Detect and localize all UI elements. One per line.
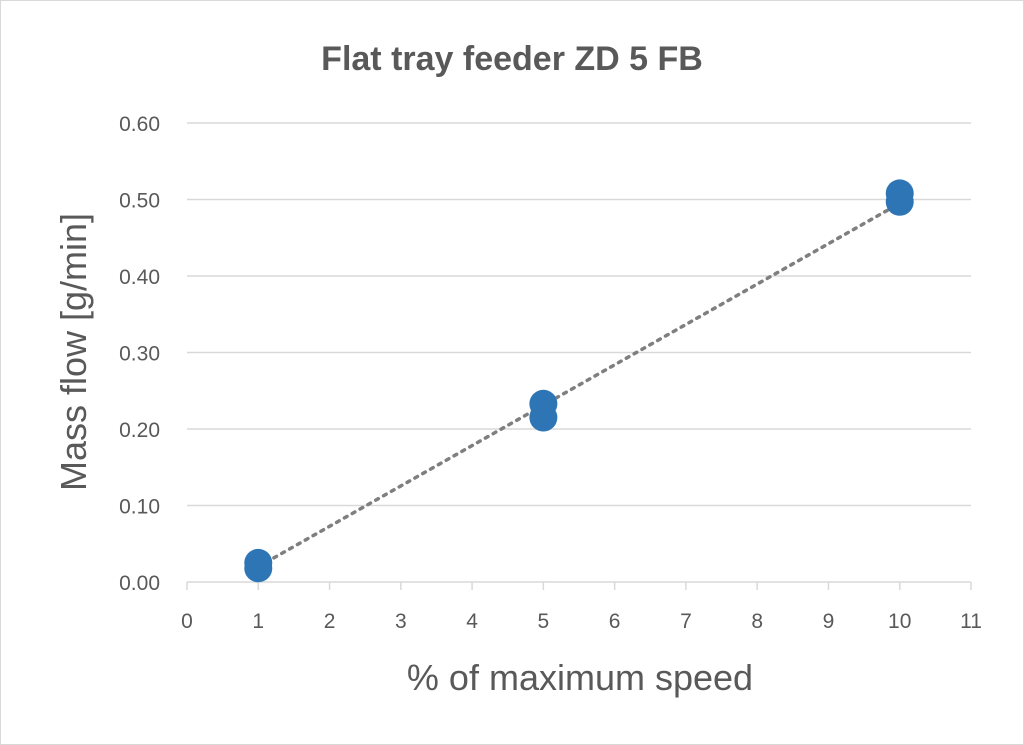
x-tick-label: 6	[609, 610, 621, 633]
y-tick-label: 0.00	[119, 572, 160, 595]
x-tick-label: 8	[751, 610, 763, 633]
y-axis-ticks: 0.00 0.10 0.20 0.30 0.40 0.50 0.60	[119, 113, 160, 595]
x-tick-label: 2	[324, 610, 336, 633]
x-tick-label: 3	[395, 610, 407, 633]
y-tick-label: 0.50	[119, 190, 160, 213]
x-axis-ticks: 0 1 2 3 4 5 6 7 8 9 10 11	[181, 582, 982, 633]
y-axis-title: Mass flow [g/min]	[53, 213, 94, 491]
x-tick-label: 1	[252, 610, 264, 633]
gridlines	[187, 122, 971, 507]
y-tick-label: 0.10	[119, 496, 160, 519]
x-tick-label: 7	[680, 610, 692, 633]
y-tick-label: 0.40	[119, 266, 160, 289]
data-point	[885, 187, 914, 216]
x-tick-label: 9	[823, 610, 835, 633]
chart-title: Flat tray feeder ZD 5 FB	[321, 40, 703, 78]
y-tick-label: 0.30	[119, 343, 160, 366]
data-points	[244, 179, 914, 583]
y-tick-label: 0.60	[119, 113, 160, 136]
x-tick-label: 10	[888, 610, 911, 633]
data-point	[244, 554, 273, 583]
x-tick-label: 11	[960, 610, 982, 633]
x-tick-label: 0	[181, 610, 193, 633]
x-tick-label: 4	[466, 610, 478, 633]
trendline	[256, 201, 902, 569]
x-axis-title: % of maximum speed	[407, 657, 753, 698]
x-tick-label: 5	[538, 610, 550, 633]
data-point	[529, 403, 558, 432]
y-tick-label: 0.20	[119, 419, 160, 442]
